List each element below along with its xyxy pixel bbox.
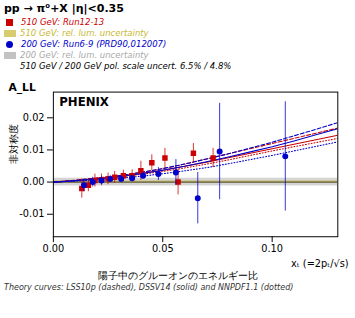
html-text:陽子中のグルーオンのエネルギー比: 陽子中のグルーオンのエネルギー比 xyxy=(97,270,258,282)
html-text:pp → π⁰+X |η|<0.35: pp → π⁰+X |η|<0.35 xyxy=(4,2,124,15)
html-text:Theory curves: LSS10p (dashed): Theory curves: LSS10p (dashed), DSSV14 (… xyxy=(4,283,294,293)
svg-text:非対称度: 非対称度 xyxy=(8,124,19,164)
svg-text:A_LL: A_LL xyxy=(8,81,36,94)
svg-text:xₜ (=2pₜ/√s): xₜ (=2pₜ/√s) xyxy=(291,258,348,269)
html-text:200 GeV: Run6-9 (PRD90,012007): 200 GeV: Run6-9 (PRD90,012007) xyxy=(21,39,167,49)
svg-text:PHENIX: PHENIX xyxy=(59,95,109,109)
svg-text:-0.01: -0.01 xyxy=(19,208,44,219)
svg-text:0.00: 0.00 xyxy=(42,243,64,254)
svg-text:0.02: 0.02 xyxy=(23,112,45,123)
svg-text:0.00: 0.00 xyxy=(23,176,45,187)
svg-text:0.01: 0.01 xyxy=(23,144,45,155)
svg-text:0.10: 0.10 xyxy=(261,243,283,254)
html-text:510 GeV: rel. lum. uncertainty: 510 GeV: rel. lum. uncertainty xyxy=(20,28,149,38)
svg-text:0.05: 0.05 xyxy=(152,243,174,254)
html-text:510 GeV: Run12-13: 510 GeV: Run12-13 xyxy=(21,17,105,27)
html-text:200 GeV: rel. lum. uncertainty: 200 GeV: rel. lum. uncertainty xyxy=(20,50,149,60)
html-text:510 GeV / 200 GeV pol. scale u: 510 GeV / 200 GeV pol. scale uncert. 6.5… xyxy=(20,61,232,71)
